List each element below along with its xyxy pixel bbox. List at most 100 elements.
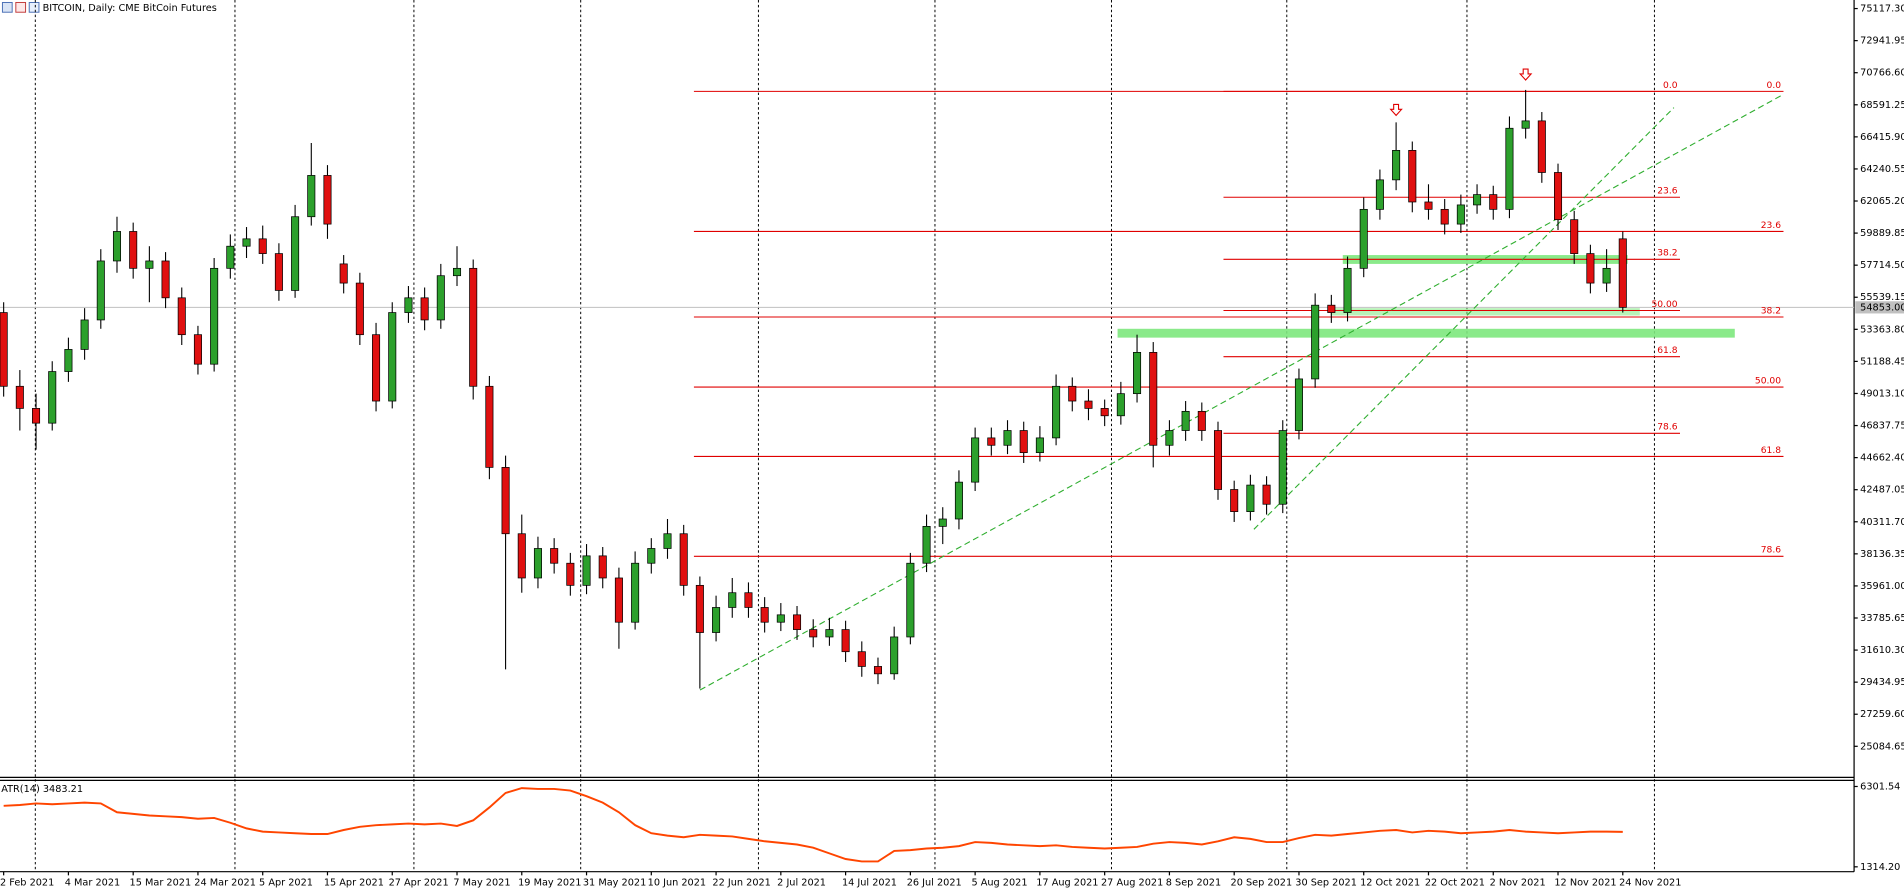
trendline xyxy=(1253,107,1675,530)
candle-body xyxy=(452,267,462,277)
x-tick-label: 24 Nov 2021 xyxy=(1619,878,1681,889)
x-tick-label: 12 Nov 2021 xyxy=(1554,878,1616,889)
candle-body xyxy=(1149,352,1158,446)
fib-label: 50.00 xyxy=(1755,376,1781,386)
support-zone xyxy=(1330,308,1640,316)
symbol-icon[interactable] xyxy=(15,1,27,13)
candle-body xyxy=(809,629,818,638)
y-tick-label: 57714.50 xyxy=(1860,260,1904,271)
candle-body xyxy=(291,216,300,291)
pane-frame xyxy=(0,0,1855,873)
x-tick-label: 22 Jun 2021 xyxy=(712,878,770,889)
candle-body xyxy=(355,282,364,336)
y-tick-label: 49013.10 xyxy=(1860,388,1904,399)
candle-body xyxy=(161,260,170,299)
candle-body xyxy=(1052,385,1061,439)
candle-body xyxy=(129,231,138,269)
fib-label: 61.8 xyxy=(1761,446,1782,456)
candle-body xyxy=(1327,304,1336,313)
candle-body xyxy=(1197,410,1206,431)
candle-body xyxy=(744,592,753,608)
candle-body xyxy=(647,548,656,564)
candle-body xyxy=(1068,385,1077,402)
y2-tick-label: 6301.54 xyxy=(1860,781,1900,792)
candle-body xyxy=(1084,400,1093,409)
candle-body xyxy=(517,533,526,579)
candle-body xyxy=(388,312,397,402)
x-tick-label: 27 Aug 2021 xyxy=(1101,878,1163,889)
candle-body xyxy=(469,267,478,387)
last-price-box xyxy=(1855,301,1904,314)
candle-body xyxy=(112,231,122,262)
candle-body xyxy=(1554,172,1563,221)
candle-body xyxy=(1019,430,1028,454)
candle-body xyxy=(1262,484,1271,505)
y-tick-label: 38136.35 xyxy=(1860,549,1904,560)
candle-body xyxy=(776,614,785,623)
y-tick-label: 42487.05 xyxy=(1860,485,1904,496)
candle-body xyxy=(96,260,105,321)
arrows xyxy=(1389,68,1533,117)
candle-body xyxy=(242,238,251,247)
candle-body xyxy=(1521,120,1530,129)
y-tick-label: 59889.85 xyxy=(1860,228,1904,239)
fib-label: 78.6 xyxy=(1761,546,1782,556)
x-tick-label: 30 Sep 2021 xyxy=(1295,878,1357,889)
candle-body xyxy=(1035,437,1044,454)
y-tick-label: 29434.95 xyxy=(1860,677,1904,688)
x-tick-label: 24 Mar 2021 xyxy=(194,878,256,889)
candle-body xyxy=(1570,219,1579,254)
y-tick-label: 33785.65 xyxy=(1860,613,1904,624)
x-tick-label: 2 Nov 2021 xyxy=(1490,878,1546,889)
candle-body xyxy=(825,629,834,638)
candle-body xyxy=(436,275,445,321)
x-tick-label: 8 Sep 2021 xyxy=(1166,878,1221,889)
y-tick-label: 55539.15 xyxy=(1860,292,1904,303)
atr-label: ATR(14) 3483.21 xyxy=(1,784,83,795)
candle-body xyxy=(906,562,915,638)
candle-body xyxy=(1181,410,1190,431)
candle-body xyxy=(323,175,332,225)
fib-label: 78.6 xyxy=(1657,423,1678,433)
candle-body xyxy=(1003,430,1012,446)
candle-body xyxy=(1489,194,1498,210)
candle-body xyxy=(1375,179,1384,210)
chart-icon[interactable] xyxy=(28,1,40,13)
candle-body xyxy=(793,614,802,630)
candle-body xyxy=(1456,204,1465,225)
candle-body xyxy=(1586,253,1595,284)
x-tick-label: 31 May 2021 xyxy=(583,878,646,889)
candle-body xyxy=(954,481,963,520)
fib-label: 23.6 xyxy=(1657,187,1678,197)
x-tick-label: 14 Jul 2021 xyxy=(842,878,897,889)
fib-label: 38.2 xyxy=(1657,249,1677,259)
candle-body xyxy=(1294,378,1303,431)
candle-body xyxy=(48,371,57,424)
time-axis: 2 Feb 2021 4 Mar 2021 15 Mar 2021 24 Mar 20… xyxy=(0,871,1681,889)
header: BITCOIN, Daily: CME BitCoin Futures xyxy=(1,1,217,14)
x-tick-label: 26 Jul 2021 xyxy=(907,878,962,889)
candle-body xyxy=(566,562,575,586)
y-tick-label: 70766.60 xyxy=(1860,68,1904,79)
x-tick-label: 7 May 2021 xyxy=(453,878,510,889)
candle-body xyxy=(582,555,591,586)
x-tick-label: 15 Mar 2021 xyxy=(130,878,192,889)
candle-body xyxy=(841,629,850,653)
candle-body xyxy=(1116,393,1125,417)
menu-icon[interactable] xyxy=(1,1,13,13)
down-arrow xyxy=(1518,68,1533,81)
candle-body xyxy=(274,253,283,291)
candle-body xyxy=(631,562,640,623)
candle-body xyxy=(177,297,186,336)
candle-body xyxy=(32,408,41,424)
candle-body xyxy=(1230,489,1239,512)
candle-body xyxy=(1311,304,1320,380)
candle-body xyxy=(728,592,737,608)
down-arrow xyxy=(1389,103,1403,117)
candle-body xyxy=(210,267,219,365)
x-tick-label: 27 Apr 2021 xyxy=(389,878,449,889)
candle-body xyxy=(1602,267,1611,284)
candle-body xyxy=(679,533,688,586)
